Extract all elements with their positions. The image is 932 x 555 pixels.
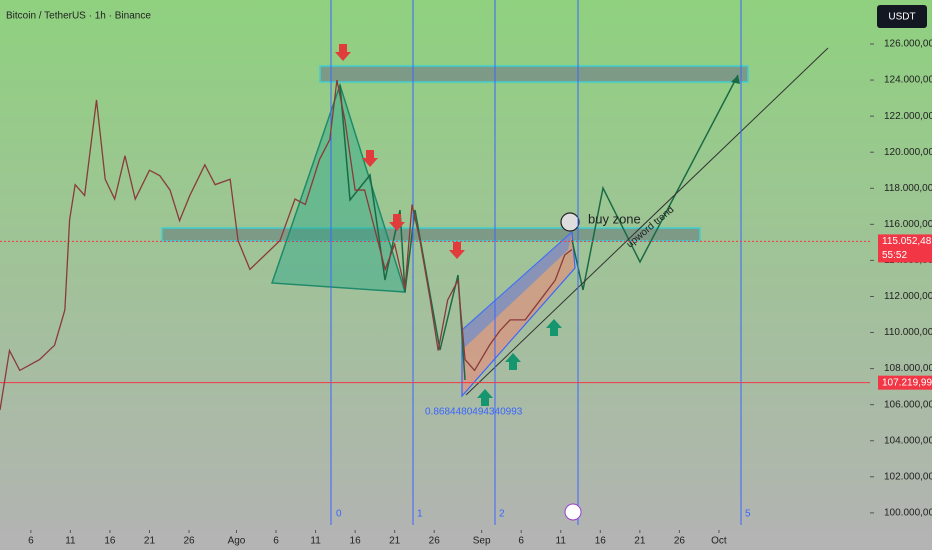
- trend-line: [465, 47, 829, 396]
- x-tick-label: 6: [518, 536, 524, 547]
- time-label: 2: [499, 509, 505, 520]
- up-arrows: [477, 319, 562, 406]
- y-tick-label: 126.000,00: [884, 39, 932, 50]
- zigzag: [339, 84, 466, 381]
- x-tick-label: 11: [65, 536, 76, 547]
- x-tick-label: Ago: [228, 536, 246, 547]
- price-tag: [878, 234, 932, 263]
- time-label: 0: [336, 509, 342, 520]
- price-tag: [878, 375, 932, 390]
- x-axis-strip: [0, 530, 932, 550]
- resistance-zone: [319, 65, 749, 83]
- x-tick-label: 6: [28, 536, 34, 547]
- projection: [571, 74, 739, 291]
- x-tick-label: 21: [389, 536, 401, 547]
- price-line-series: [0, 79, 573, 411]
- y-tick-label: 122.000,00: [884, 111, 932, 122]
- x-tick-label: 16: [350, 536, 362, 547]
- y-tick-label: 108.000,00: [884, 363, 932, 374]
- time-label: 1: [417, 509, 423, 520]
- x-tick-label: 21: [634, 536, 646, 547]
- y-tick-label: 104.000,00: [884, 435, 932, 446]
- currency: USDT: [888, 12, 915, 23]
- fib-label: 0.8684480494340993: [425, 407, 523, 418]
- projection-arrow: [731, 75, 740, 84]
- x-tick-label: 26: [183, 536, 195, 547]
- y-tick-label: 100.000,00: [884, 508, 932, 519]
- plot: [0, 79, 870, 411]
- support-zone: [161, 227, 701, 242]
- y-tick-label: 116.000,00: [884, 219, 932, 230]
- y-tick-label: 120.000,00: [884, 147, 932, 158]
- time-label: 5: [745, 509, 751, 520]
- down-arrows: [335, 44, 465, 259]
- countdown: 55:52: [882, 250, 907, 261]
- channel-top: [462, 232, 572, 350]
- x-tick-label: Sep: [473, 536, 491, 547]
- price-tag-label: 107.219,99: [882, 377, 932, 388]
- y-tick-label: 118.000,00: [884, 183, 932, 194]
- overlays: 0 1 2 5 buy zone upword trend 0.86844804…: [161, 0, 829, 525]
- axes: 100.000,00 102.000,00 104.000,00 106.000,00…: [0, 39, 932, 550]
- x-tick-label: 16: [104, 536, 116, 547]
- x-tick-label: 11: [310, 536, 321, 547]
- price-tag-label: 115.052,48: [882, 236, 932, 247]
- y-tick-label: 112.000,00: [884, 291, 932, 302]
- y-tick-label: 124.000,00: [884, 75, 932, 86]
- x-tick-label: Oct: [711, 536, 727, 547]
- x-tick-label: 11: [556, 536, 567, 547]
- y-tick-label: 110.000,00: [884, 327, 932, 338]
- x-tick-label: 26: [674, 536, 686, 547]
- x-tick-label: 21: [144, 536, 156, 547]
- y-tick-label: 102.000,00: [884, 471, 932, 482]
- time-lines: [330, 0, 742, 525]
- x-tick-label: 26: [429, 536, 441, 547]
- x-tick-label: 6: [273, 536, 279, 547]
- x-tick-label: 16: [595, 536, 607, 547]
- y-tick-label: 106.000,00: [884, 399, 932, 410]
- currency-box: [877, 5, 927, 28]
- buy-zone-label: buy zone: [588, 211, 641, 226]
- buy-circle: [560, 212, 580, 232]
- chart-title: Bitcoin / TetherUS · 1h · Binance: [6, 11, 151, 22]
- channel: [461, 230, 576, 398]
- event-icon: [564, 503, 582, 521]
